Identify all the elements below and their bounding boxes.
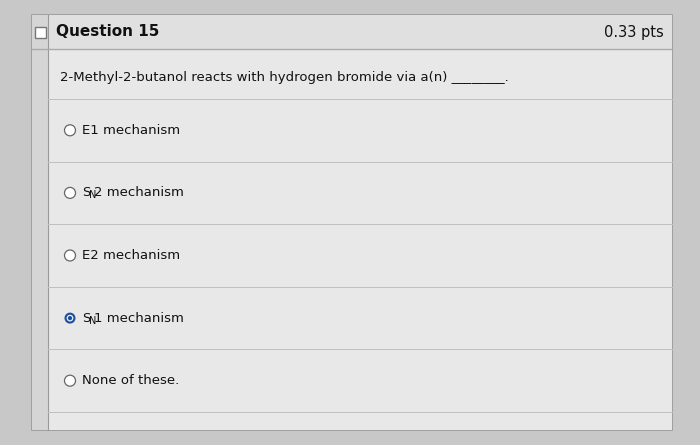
Circle shape — [66, 315, 74, 321]
Bar — [34, 27, 46, 37]
Text: N: N — [90, 316, 97, 326]
Circle shape — [64, 375, 76, 386]
Bar — [48, 15, 672, 49]
Text: N: N — [90, 190, 97, 200]
Text: 2 mechanism: 2 mechanism — [94, 186, 184, 199]
Bar — [32, 15, 48, 430]
Text: None of these.: None of these. — [83, 374, 180, 387]
Text: 0.33 pts: 0.33 pts — [604, 24, 664, 40]
Text: S: S — [83, 186, 91, 199]
Text: 1 mechanism: 1 mechanism — [94, 312, 184, 324]
Circle shape — [64, 187, 76, 198]
Circle shape — [64, 312, 76, 324]
Text: E2 mechanism: E2 mechanism — [83, 249, 181, 262]
Text: 2-Methyl-2-butanol reacts with hydrogen bromide via a(n) ________.: 2-Methyl-2-butanol reacts with hydrogen … — [60, 70, 509, 84]
Circle shape — [64, 125, 76, 136]
Circle shape — [68, 316, 72, 320]
Circle shape — [64, 250, 76, 261]
Text: S: S — [83, 312, 91, 324]
Bar — [48, 49, 672, 430]
Text: Question 15: Question 15 — [56, 24, 160, 40]
Text: E1 mechanism: E1 mechanism — [83, 124, 181, 137]
